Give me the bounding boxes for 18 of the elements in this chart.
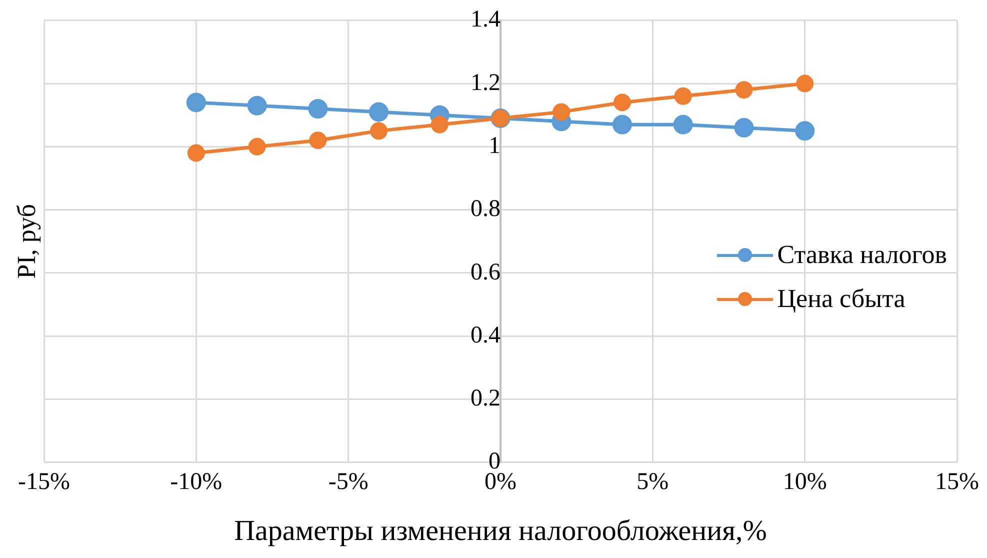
y-tick-label: 1 [488,132,500,159]
y-tick-label: 1.4 [470,6,500,33]
y-tick-label: 1.2 [470,70,500,96]
y-tick-label: 0.6 [470,259,500,286]
x-axis-title: Параметры изменения налогообложения,% [234,515,767,548]
y-tick-label: 0.4 [470,322,500,348]
x-tick-label: -10% [170,469,222,496]
x-tick-label: 5% [636,469,669,496]
y-axis-title: PI, руб [12,204,41,279]
y-tick-label: 0.8 [470,196,500,222]
legend-label: Ставка налогов [777,240,947,270]
x-tick-label: -5% [328,469,368,496]
y-tick-label: 0.2 [470,386,500,412]
legend-label: Цена сбыта [777,284,906,314]
x-tick-label: 15% [935,469,979,496]
x-tick-label: -15% [18,469,70,496]
x-tick-label: 10% [782,469,827,496]
x-tick-label: 0% [484,469,516,496]
